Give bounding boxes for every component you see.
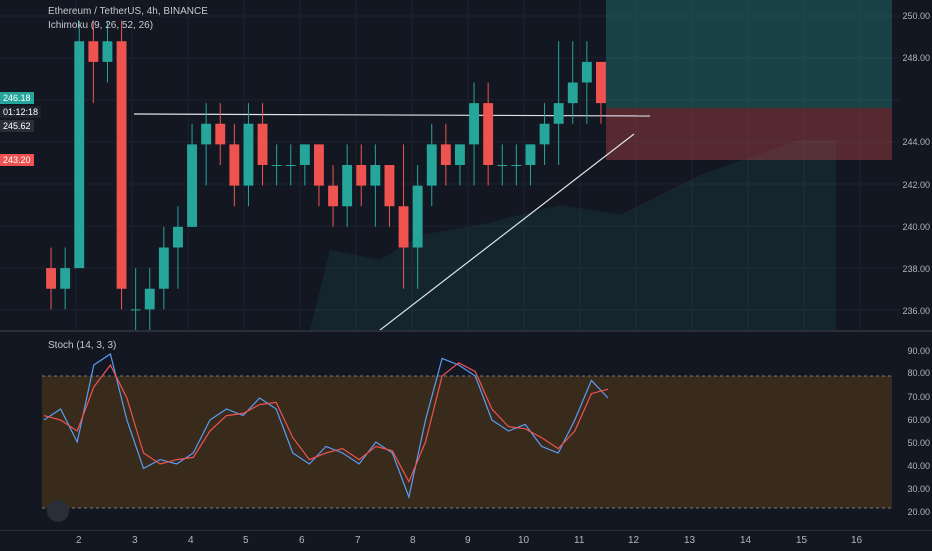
stoch-label: 30.00 xyxy=(907,484,930,494)
candle-body xyxy=(398,206,409,248)
time-label: 3 xyxy=(132,535,138,546)
pane-separator[interactable] xyxy=(0,330,932,332)
stoch-d-line xyxy=(43,362,609,483)
stoch-legend: Stoch (14, 3, 3) xyxy=(48,340,117,351)
stoch-pane[interactable]: Stoch (14, 3, 3) xyxy=(0,332,900,530)
time-label: 5 xyxy=(243,535,249,546)
price-label: 250.00 xyxy=(902,11,930,21)
candle-body xyxy=(440,144,451,165)
stoch-axis[interactable]: 90.00 80.00 70.00 60.00 50.00 40.00 30.0… xyxy=(900,332,932,530)
candle-body xyxy=(370,165,381,186)
candle-body xyxy=(596,61,606,104)
candle-body xyxy=(215,123,226,145)
stop-zone xyxy=(606,108,892,160)
stoch-chart[interactable] xyxy=(0,332,900,530)
stoch-label: 60.00 xyxy=(907,415,930,425)
candle-body xyxy=(158,247,169,289)
candle-body xyxy=(46,268,56,289)
stoch-label: 40.00 xyxy=(907,461,930,471)
price-chart[interactable] xyxy=(0,0,900,330)
candle-body xyxy=(257,123,268,165)
main-chart-pane[interactable]: Ethereum / TetherUS, 4h, BINANCE Ichimok… xyxy=(0,0,900,330)
candle-body xyxy=(229,144,240,186)
time-label: 4 xyxy=(188,535,194,546)
time-label: 13 xyxy=(684,535,696,546)
candle-body xyxy=(581,61,592,83)
stoch-band xyxy=(42,376,892,508)
stoch-k-line xyxy=(43,353,609,500)
candle-body xyxy=(299,144,310,165)
candle-body xyxy=(285,165,296,166)
candle-body xyxy=(187,144,197,227)
candle-body xyxy=(342,165,353,207)
time-label: 7 xyxy=(355,535,361,546)
candle-body xyxy=(74,41,85,269)
level-tag-1: 245.62 xyxy=(0,120,34,132)
price-label: 244.00 xyxy=(902,137,930,147)
price-label: 240.00 xyxy=(902,222,930,232)
price-axis[interactable]: 250.00 248.00 244.00 242.00 240.00 238.0… xyxy=(900,0,932,330)
candle-body xyxy=(384,165,395,207)
candle-body xyxy=(130,309,141,311)
candle-body xyxy=(539,123,550,145)
ichimoku-legend: Ichimoku (9, 26, 52, 26) xyxy=(48,20,154,31)
time-label: 14 xyxy=(740,535,752,546)
time-label: 9 xyxy=(465,535,471,546)
current-price-tag: 246.18 xyxy=(0,92,34,104)
candle-body xyxy=(356,165,367,186)
price-label: 242.00 xyxy=(902,180,930,190)
candle-body xyxy=(553,103,564,124)
time-label: 15 xyxy=(796,535,808,546)
stoch-label: 80.00 xyxy=(907,368,930,378)
stoch-label: 20.00 xyxy=(907,507,930,517)
time-label: 6 xyxy=(299,535,305,546)
time-label: 8 xyxy=(410,535,416,546)
candle-body xyxy=(497,165,508,166)
countdown-tag: 01:12:18 xyxy=(0,106,42,118)
time-label: 11 xyxy=(574,535,585,546)
candle-body xyxy=(60,268,71,289)
candle-body xyxy=(455,144,465,165)
candle-body xyxy=(144,288,155,310)
candle-body xyxy=(483,103,494,165)
candle-body xyxy=(567,82,578,104)
tradingview-logo-icon[interactable] xyxy=(47,500,69,522)
candle-body xyxy=(511,165,522,166)
candle-body xyxy=(88,41,99,62)
time-axis[interactable]: 2 3 4 5 6 7 8 9 10 11 12 13 14 15 16 xyxy=(0,530,932,551)
candle-body xyxy=(102,41,113,62)
price-label: 238.00 xyxy=(902,264,930,274)
price-label: 236.00 xyxy=(902,306,930,316)
candle-body xyxy=(201,123,212,145)
candle-body xyxy=(314,144,324,186)
candle-body xyxy=(426,144,437,186)
time-label: 2 xyxy=(76,535,82,546)
time-label: 16 xyxy=(851,535,863,546)
candle-body xyxy=(271,165,282,166)
level-tag-2: 243.20 xyxy=(0,154,34,166)
candle-body xyxy=(469,103,479,145)
candle-body xyxy=(525,144,536,165)
candle-body xyxy=(328,185,338,207)
symbol-legend: Ethereum / TetherUS, 4h, BINANCE xyxy=(48,6,208,17)
time-label: 10 xyxy=(518,535,530,546)
trend-line xyxy=(379,133,635,330)
price-label: 248.00 xyxy=(902,53,930,63)
candle-body xyxy=(116,41,127,289)
target-zone xyxy=(606,0,892,108)
candle-body xyxy=(173,226,183,248)
stoch-label: 90.00 xyxy=(907,346,930,356)
stoch-label: 70.00 xyxy=(907,392,930,402)
time-label: 12 xyxy=(628,535,640,546)
candle-body xyxy=(412,185,423,248)
stoch-label: 50.00 xyxy=(907,438,930,448)
candle-body xyxy=(243,123,254,186)
